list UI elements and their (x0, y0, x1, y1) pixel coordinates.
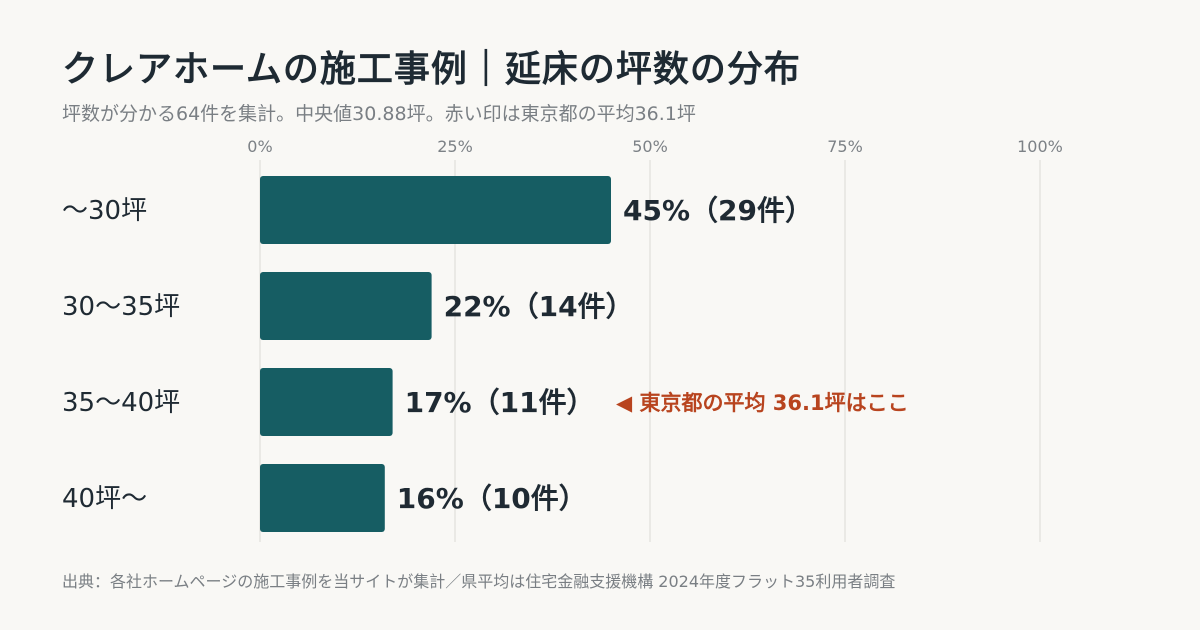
source-note: 出典：各社ホームページの施工事例を当サイトが集計／県平均は住宅金融支援機構 20… (62, 572, 896, 591)
chart-subtitle: 坪数が分かる64件を集計。中央値30.88坪。赤い印は東京都の平均36.1坪 (62, 103, 696, 125)
value-label: 17%（11件） (405, 386, 595, 419)
x-tick-label: 75% (827, 137, 863, 156)
x-tick-label: 50% (632, 137, 668, 156)
x-tick-label: 0% (247, 137, 272, 156)
x-tick-label: 25% (437, 137, 473, 156)
bar-chart: 0% 25% 50% 75% 100% 〜30坪 45%（29件） 30〜35坪 22%（14件… (62, 137, 1063, 542)
value-label: 45%（29件） (623, 194, 813, 227)
category-label: 40坪〜 (62, 484, 147, 514)
category-label: 30〜35坪 (62, 292, 180, 322)
category-label: 〜30坪 (62, 196, 147, 226)
bar (260, 176, 611, 244)
category-label: 35〜40坪 (62, 388, 180, 418)
chart-title: クレアホームの施工事例｜延床の坪数の分布 (62, 49, 801, 90)
value-label: 16%（10件） (397, 482, 587, 515)
bar (260, 464, 385, 532)
value-label: 22%（14件） (444, 290, 634, 323)
bar (260, 368, 393, 436)
tokyo-average-annotation: ◀ 東京都の平均 36.1坪はここ (616, 391, 909, 415)
bar (260, 272, 432, 340)
x-tick-label: 100% (1017, 137, 1063, 156)
